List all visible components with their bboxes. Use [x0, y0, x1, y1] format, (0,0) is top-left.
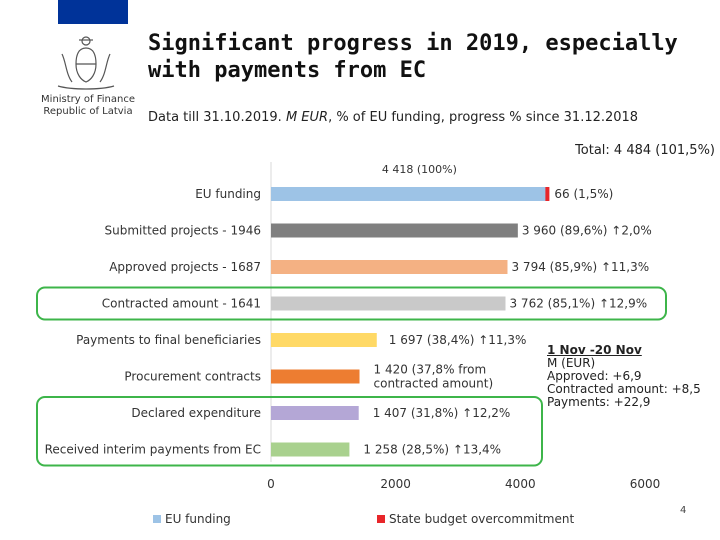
note-heading: 1 Nov -20 Nov	[547, 343, 642, 357]
value-label: 1 407 (31,8%) ↑12,2%	[373, 406, 511, 420]
category-label: Approved projects - 1687	[109, 260, 261, 274]
eu-flag	[58, 0, 128, 24]
x-tick-label: 6000	[630, 477, 661, 491]
category-label: Procurement contracts	[124, 370, 261, 384]
category-label: Declared expenditure	[131, 406, 261, 420]
legend-label: EU funding	[165, 512, 231, 526]
overcommitment-bar	[545, 187, 550, 201]
note-contracted: Contracted amount: +8,5	[547, 382, 701, 396]
bar	[271, 369, 360, 384]
note-approved: Approved: +6,9	[547, 369, 642, 383]
category-label: Submitted projects - 1946	[105, 224, 262, 238]
ministry-name: Ministry of Finance	[41, 94, 135, 105]
x-tick-label: 2000	[380, 477, 411, 491]
chart-subtitle: Data till 31.10.2019. M EUR, % of EU fun…	[148, 110, 638, 125]
category-label: Payments to final beneficiaries	[76, 333, 261, 347]
top-value-label: 4 418 (100%)	[382, 163, 457, 176]
bar	[271, 333, 377, 347]
bar	[271, 442, 350, 457]
highlight-box-1	[36, 286, 667, 321]
period-note: 1 Nov -20 Nov M (EUR) Approved: +6,9 Con…	[547, 344, 701, 409]
title-line-1: Significant progress in 2019, especially	[148, 31, 678, 56]
value-label: 3 960 (89,6%) ↑2,0%	[522, 224, 652, 238]
bar	[271, 406, 359, 420]
value-label: 66 (1,5%)	[554, 187, 613, 201]
note-payments: Payments: +22,9	[547, 395, 651, 409]
bar	[271, 260, 508, 274]
value-label: 1 697 (38,4%) ↑11,3%	[389, 333, 527, 347]
subtitle-unit: M EUR	[285, 110, 329, 125]
ministry-country: Republic of Latvia	[43, 106, 133, 117]
page-title: Significant progress in 2019, especially…	[148, 30, 708, 84]
title-line-2: with payments from EC	[148, 58, 427, 83]
value-label: 1 420 (37,8% from	[374, 363, 487, 377]
value-label: 3 762 (85,1%) ↑12,9%	[509, 297, 647, 311]
x-tick-label: 4000	[505, 477, 536, 491]
legend-swatch	[153, 515, 161, 523]
highlight-box-2	[36, 396, 543, 467]
category-label: EU funding	[195, 187, 261, 201]
subtitle-post: , % of EU funding, progress % since 31.1…	[328, 110, 639, 125]
category-label: Contracted amount - 1641	[102, 297, 261, 311]
x-tick-label: 0	[267, 477, 275, 491]
legend-label: State budget overcommitment	[389, 512, 574, 526]
ministry-logo-text: Ministry of Finance Republic of Latvia	[38, 94, 138, 118]
legend-swatch	[377, 515, 385, 523]
value-label: 3 794 (85,9%) ↑11,3%	[511, 260, 649, 274]
value-label: contracted amount)	[374, 377, 494, 391]
value-label: 1 258 (28,5%) ↑13,4%	[363, 443, 501, 457]
note-unit: M (EUR)	[547, 356, 596, 370]
total-label: Total: 4 484 (101,5%)	[574, 143, 715, 158]
page-number: 4	[680, 505, 687, 516]
latvia-coat-of-arms-icon	[57, 36, 115, 90]
subtitle-pre: Data till 31.10.2019.	[148, 110, 286, 125]
bar	[271, 296, 506, 311]
bar	[271, 187, 547, 201]
bar	[271, 223, 518, 238]
bar-chart: Total: 4 484 (101,5%) 4 418 (100%) EU fund…	[36, 143, 715, 526]
category-label: Received interim payments from EC	[45, 443, 261, 457]
